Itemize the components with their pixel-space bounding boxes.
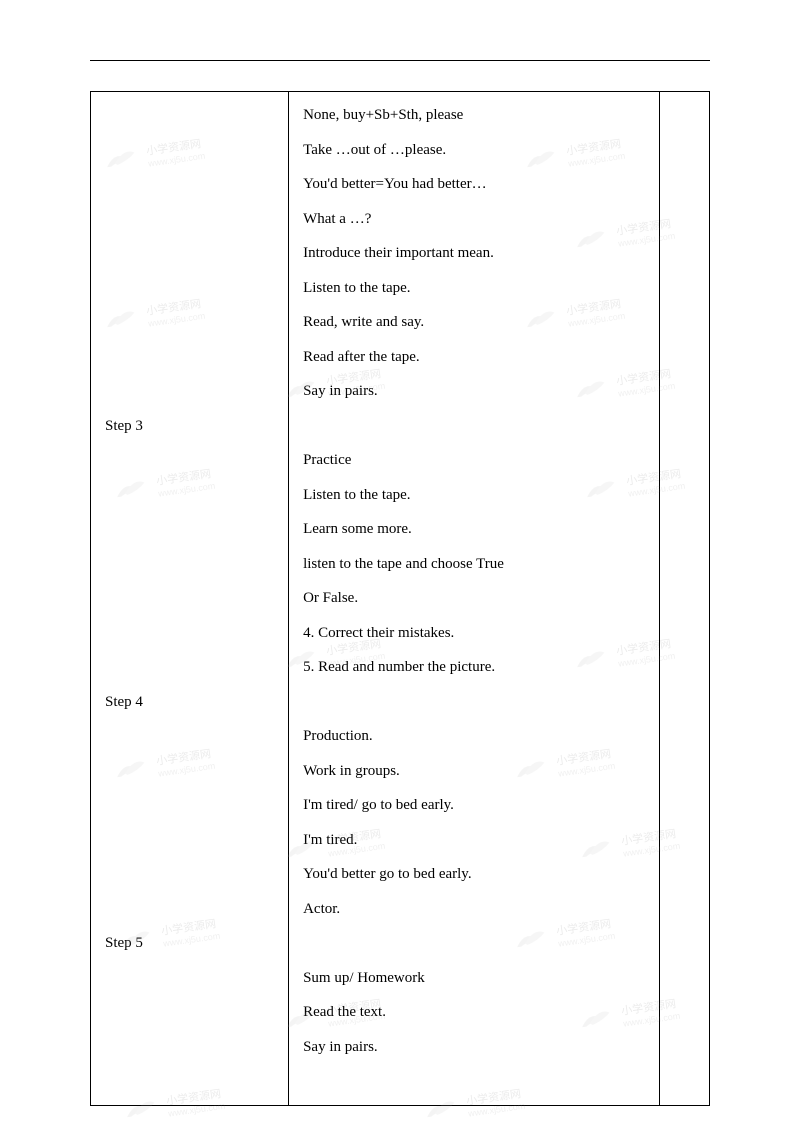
content-line: None, buy+Sb+Sth, please bbox=[303, 98, 645, 133]
blank-line bbox=[105, 305, 274, 340]
blank-line bbox=[105, 581, 274, 616]
blank-line bbox=[105, 478, 274, 513]
blank-line bbox=[105, 995, 274, 1030]
gap-line bbox=[105, 374, 274, 409]
blank-line bbox=[105, 98, 274, 133]
content-line: Learn some more. bbox=[303, 512, 645, 547]
content-line: Work in groups. bbox=[303, 754, 645, 789]
top-horizontal-rule bbox=[90, 60, 710, 61]
lesson-plan-table: Step 3 Step 4 Step 5 None, buy+Sb+Sth, p… bbox=[90, 91, 710, 1106]
content-line: I'm tired. bbox=[303, 823, 645, 858]
blank-line bbox=[105, 512, 274, 547]
blank-line bbox=[105, 857, 274, 892]
gap-line bbox=[303, 1064, 645, 1099]
notes-column bbox=[660, 92, 710, 1106]
step-label: Step 3 bbox=[105, 409, 274, 444]
content-line: I'm tired/ go to bed early. bbox=[303, 788, 645, 823]
gap-line bbox=[105, 650, 274, 685]
blank-line bbox=[105, 443, 274, 478]
blank-line bbox=[105, 167, 274, 202]
gap-line bbox=[105, 892, 274, 927]
gap-line bbox=[303, 926, 645, 961]
content-line: Listen to the tape. bbox=[303, 271, 645, 306]
step-label: Step 4 bbox=[105, 685, 274, 720]
blank-line bbox=[105, 788, 274, 823]
blank-line bbox=[105, 961, 274, 996]
content-line: What a …? bbox=[303, 202, 645, 237]
content-line: Say in pairs. bbox=[303, 374, 645, 409]
blank-line bbox=[105, 236, 274, 271]
blank-line bbox=[105, 133, 274, 168]
content-column: None, buy+Sb+Sth, pleaseTake …out of …pl… bbox=[289, 92, 660, 1106]
content-line: Production. bbox=[303, 719, 645, 754]
content-line: Or False. bbox=[303, 581, 645, 616]
content-line: Say in pairs. bbox=[303, 1030, 645, 1065]
content-line: Read after the tape. bbox=[303, 340, 645, 375]
gap-line bbox=[303, 685, 645, 720]
content-line: You'd better=You had better… bbox=[303, 167, 645, 202]
content-line: listen to the tape and choose True bbox=[303, 547, 645, 582]
content-line: Sum up/ Homework bbox=[303, 961, 645, 996]
content-line: Introduce their important mean. bbox=[303, 236, 645, 271]
content-line: Read, write and say. bbox=[303, 305, 645, 340]
blank-line bbox=[105, 754, 274, 789]
step-label: Step 5 bbox=[105, 926, 274, 961]
blank-line bbox=[105, 271, 274, 306]
content-line: Take …out of …please. bbox=[303, 133, 645, 168]
blank-line bbox=[105, 719, 274, 754]
content-line: Read the text. bbox=[303, 995, 645, 1030]
blank-line bbox=[105, 340, 274, 375]
blank-line bbox=[105, 823, 274, 858]
content-line: 5. Read and number the picture. bbox=[303, 650, 645, 685]
step-column: Step 3 Step 4 Step 5 bbox=[91, 92, 289, 1106]
blank-line bbox=[105, 616, 274, 651]
content-line: Listen to the tape. bbox=[303, 478, 645, 513]
content-line: You'd better go to bed early. bbox=[303, 857, 645, 892]
content-line: Actor. bbox=[303, 892, 645, 927]
blank-line bbox=[105, 202, 274, 237]
gap-line bbox=[303, 409, 645, 444]
content-line: Practice bbox=[303, 443, 645, 478]
blank-line bbox=[105, 547, 274, 582]
gap-line bbox=[105, 1030, 274, 1065]
content-line: 4. Correct their mistakes. bbox=[303, 616, 645, 651]
